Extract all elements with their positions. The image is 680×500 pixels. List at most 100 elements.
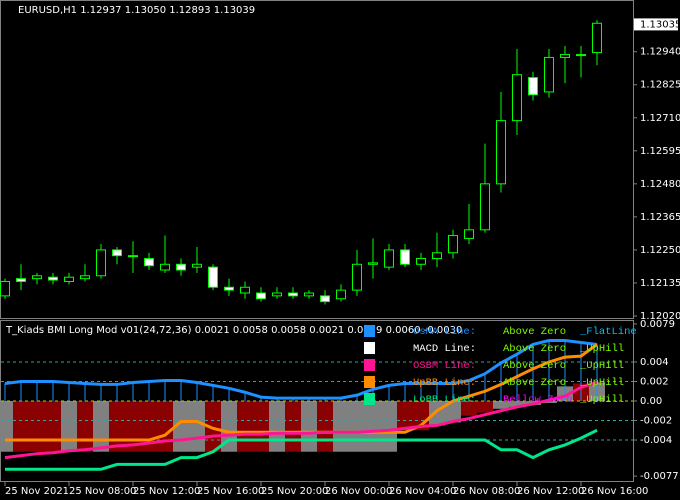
candle-body — [368, 262, 378, 265]
candle-body — [400, 249, 410, 265]
histogram-bar — [301, 401, 317, 452]
indicator-header: T_Kiads BMI Long Mod v01(24,72,36) 0.002… — [5, 325, 462, 336]
indicator-line — [4, 339, 598, 400]
histogram-bar — [205, 401, 221, 452]
time-label: 25 Nov 2021 — [5, 486, 69, 497]
legend-state: Bellow Zero — [503, 394, 572, 406]
indicator-tick-label: 0.004 — [640, 357, 669, 368]
indicator-tick-label: -0.002 — [640, 416, 672, 427]
candle-body — [320, 295, 330, 303]
candle-body — [224, 286, 234, 291]
legend-name: LoBB Line: — [413, 394, 476, 406]
candle-body — [352, 263, 362, 291]
price-tick-label: 1.12020 — [640, 311, 680, 322]
legend-trend: _UpHill — [579, 343, 624, 355]
indicator-tick-label: -0.004 — [640, 435, 672, 446]
price-tick-label: 1.12825 — [640, 80, 680, 91]
histogram-bar — [461, 401, 477, 416]
histogram-bar — [45, 401, 61, 452]
histogram-bar — [333, 401, 349, 452]
candle-body — [528, 77, 538, 96]
price-frame — [0, 0, 634, 319]
candle-body — [336, 289, 346, 300]
histogram-bar — [13, 401, 29, 452]
candle-body — [416, 258, 426, 265]
price-tick-label: 1.12365 — [640, 212, 680, 223]
candle-body — [272, 292, 282, 297]
price-header: EURUSD,H1 1.12937 1.13050 1.12893 1.1303… — [18, 5, 255, 16]
time-label: 26 Nov 04:00 — [389, 486, 456, 497]
candle-body — [432, 252, 442, 260]
candle-body — [48, 276, 58, 281]
candle-body — [128, 255, 138, 258]
histogram-bar — [381, 401, 397, 452]
candle-body — [464, 229, 474, 239]
price-tick-label: 1.12595 — [640, 146, 680, 157]
histogram-bar — [157, 401, 173, 452]
candle-body — [576, 54, 586, 57]
candle-body — [480, 183, 490, 231]
candle-body — [112, 249, 122, 257]
time-label: 26 Nov 00:00 — [325, 486, 392, 497]
legend-state: Above Zero — [503, 343, 566, 355]
histogram-bar — [445, 401, 461, 423]
candle-body — [304, 292, 314, 297]
histogram-bar — [237, 401, 253, 452]
time-label: 26 Nov 08:00 — [453, 486, 520, 497]
legend-trend: _UpHill — [579, 377, 624, 389]
legend-state: Above Zero — [503, 360, 566, 372]
candle-body — [176, 263, 186, 271]
histogram-bar — [285, 401, 301, 452]
price-tick-label: 1.12135 — [640, 278, 680, 289]
histogram-bar — [189, 401, 205, 452]
histogram-bar — [365, 401, 381, 452]
histogram-bar — [253, 401, 269, 452]
candle-body — [384, 249, 394, 268]
legend-swatch — [364, 342, 375, 354]
histogram-bar — [77, 401, 93, 452]
time-label: 25 Nov 08:00 — [69, 486, 136, 497]
histogram-bar — [317, 401, 333, 452]
price-tick-label: 1.12710 — [640, 113, 680, 124]
histogram-bar — [493, 401, 509, 409]
histogram-bar — [541, 401, 557, 403]
current-price-label: 1.13035 — [640, 19, 680, 30]
indicator-tick-label: 0.00 — [640, 396, 662, 407]
histogram-bar — [477, 401, 493, 413]
candle-body — [160, 263, 170, 271]
legend-trend: _UpHill — [579, 360, 624, 372]
histogram-bar — [509, 401, 525, 407]
indicator-tick-label: 0.0079 — [640, 319, 675, 330]
candle-body — [560, 54, 570, 58]
time-label: 26 Nov 16:00 — [581, 486, 648, 497]
histogram-bar — [269, 401, 285, 452]
candle-body — [496, 120, 506, 185]
indicator-line — [5, 428, 598, 471]
current-price-box — [634, 18, 678, 31]
candle-body — [192, 263, 202, 268]
histogram-bar — [349, 401, 365, 452]
candle-body — [144, 258, 154, 267]
legend-name: MACD Line: — [413, 343, 476, 355]
legend-swatch — [364, 393, 375, 405]
legend-swatch — [364, 325, 375, 337]
legend-state: Above Zero — [503, 326, 566, 338]
candle-body — [240, 286, 250, 294]
histogram-bar — [29, 401, 45, 452]
candle-body — [80, 275, 90, 280]
legend-name: UpBB Line: — [413, 377, 476, 389]
histogram-bar — [397, 401, 413, 431]
candle-body — [448, 235, 458, 254]
candle-body — [592, 22, 602, 54]
price-tick-label: 1.12480 — [640, 179, 680, 190]
histogram-bar — [93, 401, 109, 452]
legend-swatch — [364, 359, 375, 371]
time-label: 25 Nov 20:00 — [261, 486, 328, 497]
legend-trend: _FlatLine — [579, 326, 637, 338]
candle-body — [64, 276, 74, 283]
candle-body — [32, 275, 42, 280]
time-label: 25 Nov 12:00 — [133, 486, 200, 497]
candle-body — [0, 281, 10, 297]
